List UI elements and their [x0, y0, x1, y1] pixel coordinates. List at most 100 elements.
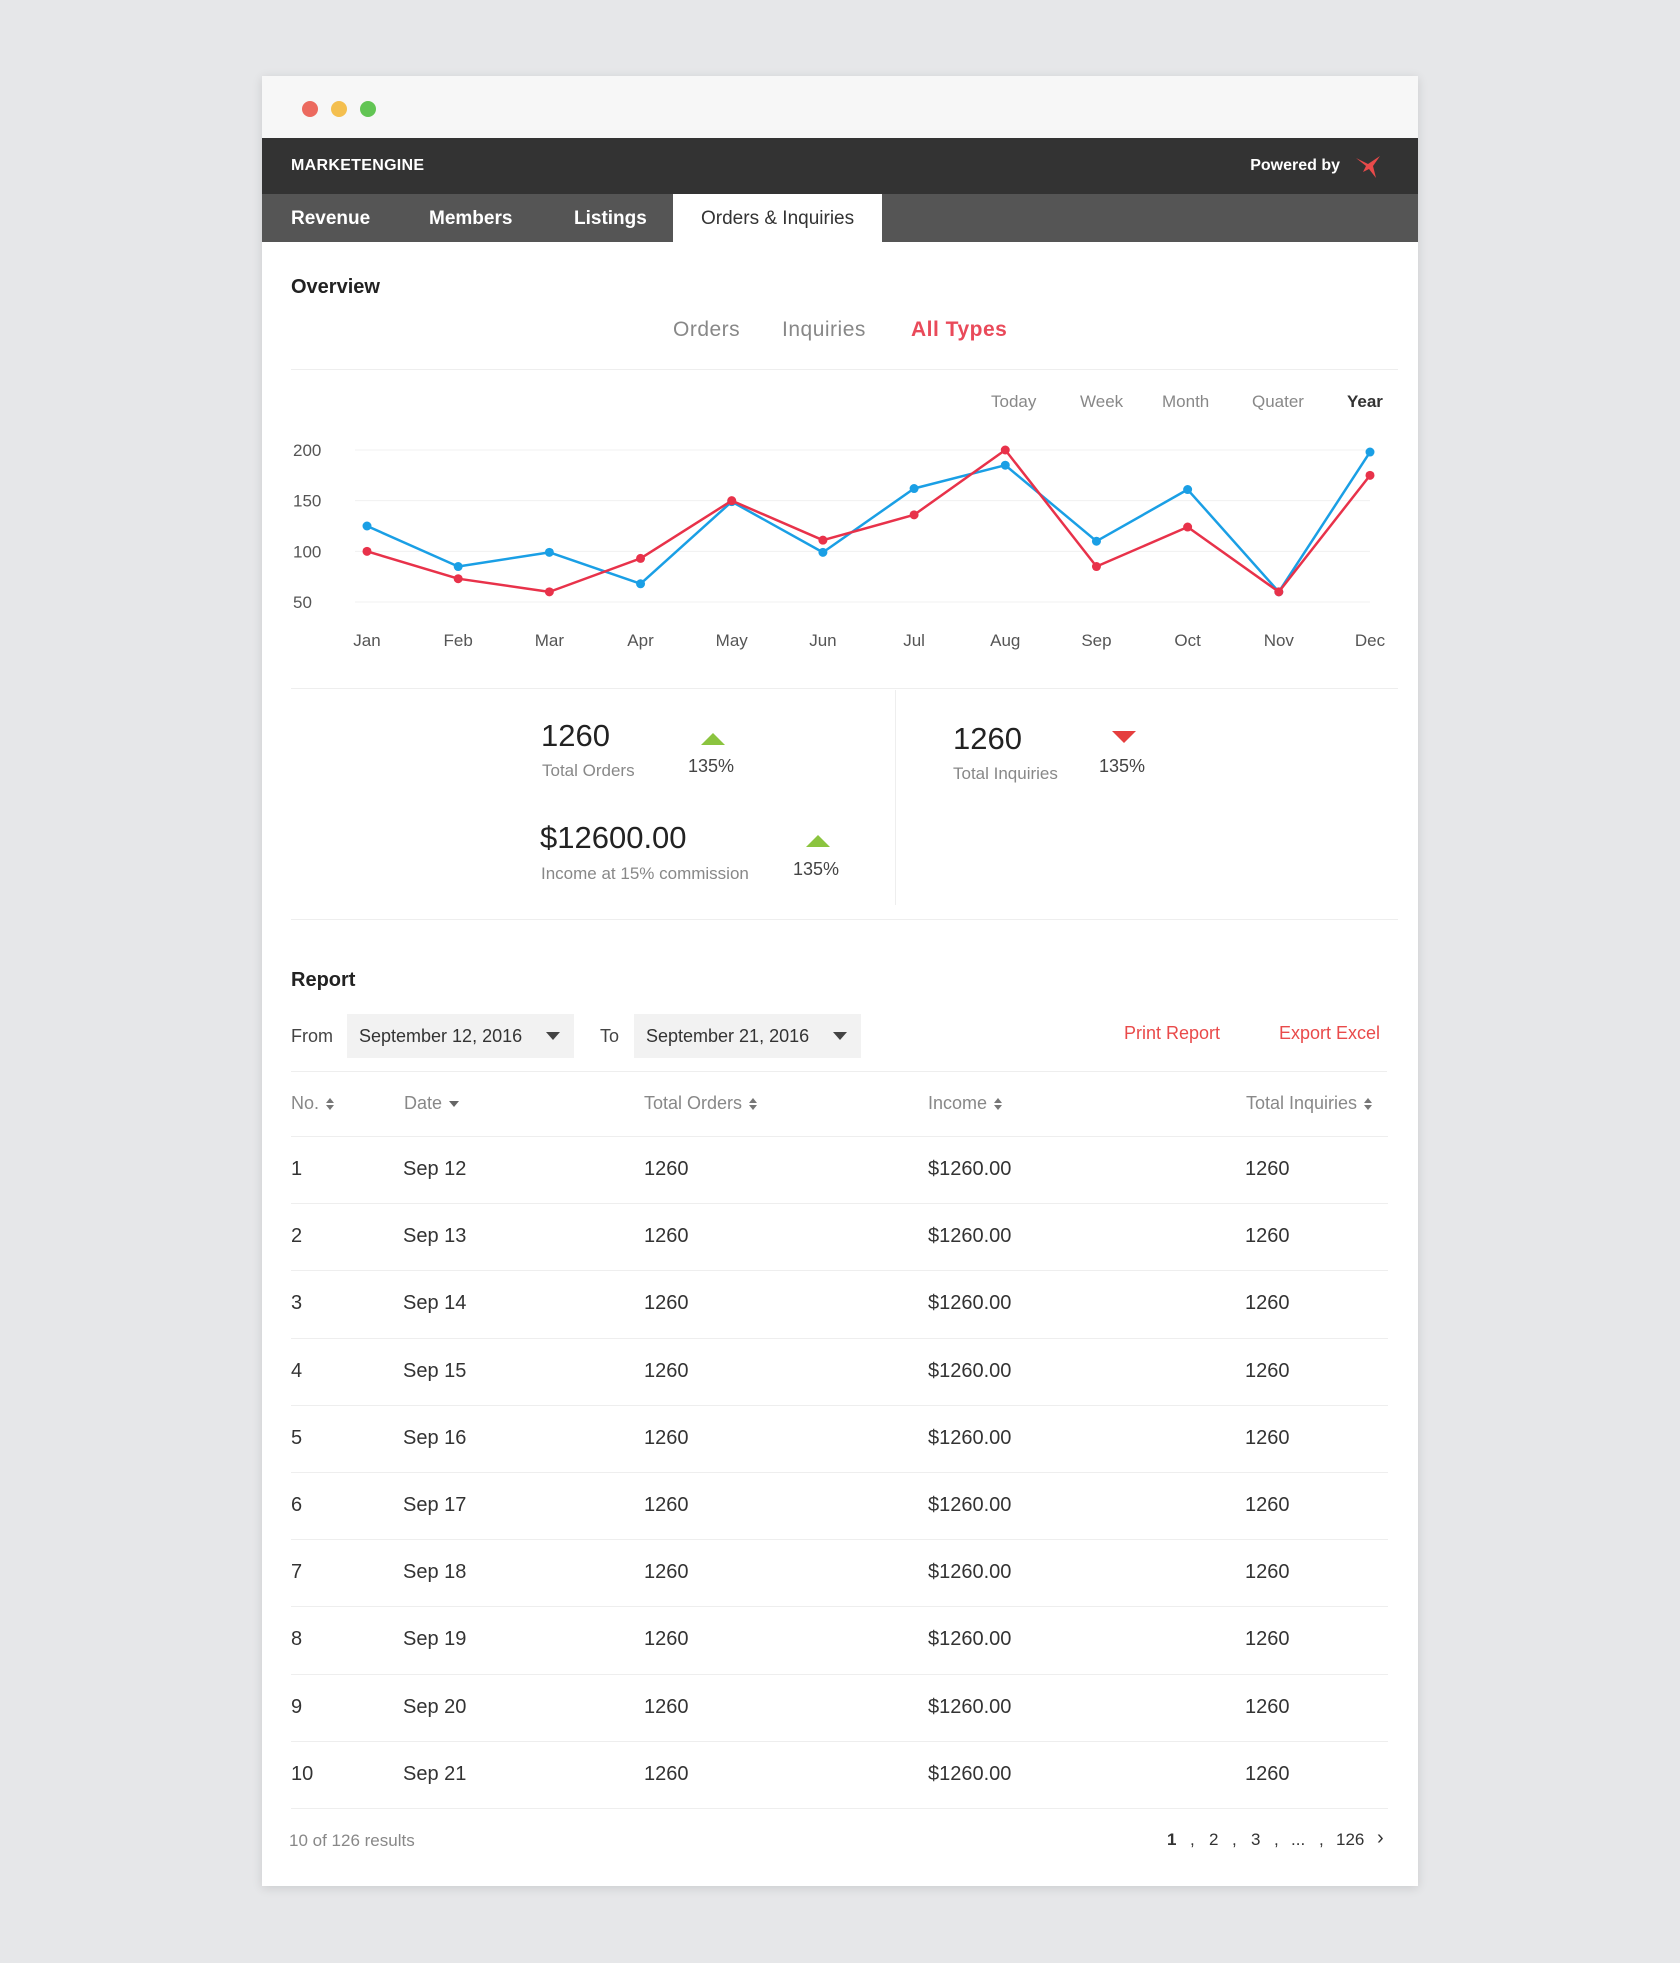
pagination: 1, 2, 3,..., 126 ›	[1167, 1827, 1387, 1854]
divider	[291, 1071, 1387, 1072]
overview-line-chart: 200 150 100 50 Jan Feb Mar Apr May Jun Jul Aug Sep Oc…	[293, 441, 1386, 650]
column-header-total-inquiries[interactable]: Total Inquiries	[1246, 1093, 1373, 1114]
cell-total-orders: 1260	[644, 1628, 689, 1651]
column-header-no[interactable]: No.	[291, 1093, 335, 1114]
series-1-point	[1000, 460, 1010, 470]
income-label: Income at 15% commission	[541, 864, 749, 883]
divider	[291, 369, 1398, 370]
cell-total-orders: 1260	[644, 1561, 689, 1584]
income-change: 135%	[793, 859, 840, 879]
cell-total-inquiries: 1260	[1245, 1628, 1290, 1651]
filter-all-types[interactable]: All Types	[911, 318, 1008, 341]
report-title: Report	[291, 969, 356, 991]
cell-income: $1260.00	[928, 1628, 1012, 1651]
x-tick-label: Nov	[1264, 631, 1295, 650]
close-window-button[interactable]	[302, 101, 318, 117]
period-quater[interactable]: Quater	[1252, 392, 1304, 411]
income-value: $12600.00	[540, 820, 687, 855]
page-126-link[interactable]: 126	[1336, 1830, 1365, 1849]
export-excel-link[interactable]: Export Excel	[1279, 1023, 1381, 1043]
cell-date: Sep 21	[403, 1762, 467, 1785]
column-header-date[interactable]: Date	[404, 1093, 460, 1114]
tab-orders-inquiries[interactable]: Orders & Inquiries	[673, 194, 883, 242]
tab-listings[interactable]: Listings	[574, 208, 647, 229]
cell-total-inquiries: 1260	[1245, 1695, 1290, 1718]
series-1-point	[636, 579, 646, 589]
period-week[interactable]: Week	[1080, 392, 1124, 411]
page-3-link[interactable]: 3	[1251, 1830, 1261, 1849]
page-1-link[interactable]: 1	[1167, 1830, 1177, 1849]
y-tick-label: 150	[293, 492, 321, 511]
page-2-link[interactable]: 2	[1209, 1830, 1219, 1849]
filter-orders[interactable]: Orders	[673, 318, 741, 341]
to-date-select[interactable]: September 21, 2016	[634, 1014, 861, 1058]
x-tick-label: Oct	[1174, 631, 1201, 650]
column-header-income[interactable]: Income	[928, 1093, 1003, 1114]
chevron-down-icon	[546, 1032, 560, 1040]
window-titlebar	[262, 76, 1418, 138]
series-1-line	[366, 451, 1372, 594]
next-page-icon[interactable]: ›	[1377, 1827, 1384, 1849]
period-month[interactable]: Month	[1162, 392, 1210, 411]
table-row: 9 Sep 20 1260 $1260.00 1260	[291, 1673, 1388, 1741]
print-report-link[interactable]: Print Report	[1124, 1023, 1221, 1043]
period-year[interactable]: Year	[1347, 392, 1383, 411]
cell-no: 9	[291, 1695, 303, 1718]
pagination-separator: ,	[1232, 1830, 1237, 1849]
cell-date: Sep 16	[403, 1426, 467, 1449]
cell-income: $1260.00	[928, 1359, 1012, 1382]
cell-income: $1260.00	[928, 1762, 1012, 1785]
table-row: 4 Sep 15 1260 $1260.00 1260	[291, 1337, 1388, 1405]
total-orders-value: 1260	[541, 718, 610, 753]
filter-inquiries[interactable]: Inquiries	[782, 318, 866, 341]
from-date-value: September 12, 2016	[359, 1026, 523, 1046]
from-date-select[interactable]: September 12, 2016	[347, 1014, 574, 1058]
sort-icon	[1364, 1098, 1373, 1111]
series-2-point	[636, 553, 646, 563]
series-1-point	[453, 562, 463, 572]
x-tick-label: Sep	[1081, 631, 1111, 650]
table-row: 10 Sep 21 1260 $1260.00 1260	[291, 1740, 1388, 1808]
series-2-point	[362, 546, 372, 556]
x-tick-label: Dec	[1355, 631, 1386, 650]
tab-members[interactable]: Members	[429, 208, 513, 229]
tab-revenue[interactable]: Revenue	[291, 208, 371, 229]
period-today[interactable]: Today	[991, 392, 1037, 411]
sort-icon	[326, 1098, 335, 1111]
series-2-point	[727, 496, 737, 506]
cell-total-inquiries: 1260	[1245, 1225, 1290, 1248]
cell-no: 7	[291, 1561, 303, 1584]
stats-divider	[895, 690, 896, 905]
series-1-point	[1365, 447, 1375, 457]
cell-no: 8	[291, 1628, 303, 1651]
cell-date: Sep 15	[403, 1359, 467, 1382]
y-tick-label: 50	[293, 593, 312, 612]
series-1-point	[909, 484, 919, 494]
table-bottom-border	[291, 1808, 1388, 1809]
table-row: 7 Sep 18 1260 $1260.00 1260	[291, 1539, 1388, 1606]
minimize-window-button[interactable]	[331, 101, 347, 117]
cell-no: 6	[291, 1494, 303, 1516]
series-2-point	[1000, 445, 1010, 455]
x-tick-label: Jul	[903, 631, 925, 650]
results-count: 10 of 126 results	[289, 1831, 415, 1850]
cell-no: 2	[291, 1225, 303, 1248]
column-header-total-orders[interactable]: Total Orders	[644, 1093, 758, 1114]
table-row: 2 Sep 13 1260 $1260.00 1260	[291, 1203, 1388, 1270]
total-inquiries-change: 135%	[1099, 756, 1146, 776]
series-2-line	[366, 448, 1371, 594]
maximize-window-button[interactable]	[360, 101, 376, 117]
cell-date: Sep 18	[403, 1561, 467, 1584]
cell-income: $1260.00	[928, 1561, 1012, 1584]
series-2-point	[909, 510, 919, 520]
pagination-separator: ,	[1319, 1830, 1324, 1849]
app-header: MARKETENGINE Powered by	[262, 138, 1418, 194]
table-row: 1 Sep 12 1260 $1260.00 1260	[291, 1136, 1388, 1203]
from-label: From	[291, 1026, 333, 1046]
cell-total-inquiries: 1260	[1245, 1762, 1290, 1785]
chevron-down-icon	[833, 1032, 847, 1040]
cell-no: 1	[291, 1158, 303, 1180]
trend-up-icon	[701, 733, 725, 745]
hummingbird-logo-icon	[1356, 156, 1380, 178]
cell-total-orders: 1260	[644, 1762, 689, 1785]
